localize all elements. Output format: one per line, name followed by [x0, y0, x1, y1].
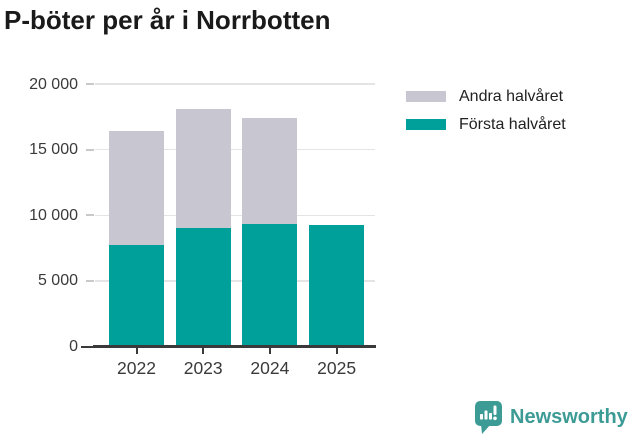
- bar-f-rsta-halv-ret-2025: [309, 224, 365, 347]
- newsworthy-logo: Newsworthy: [472, 399, 628, 436]
- legend: Andra halvåret Första halvåret: [406, 87, 566, 143]
- x-axis-label: 2023: [183, 357, 223, 378]
- y-axis-label: 20 000: [29, 75, 78, 93]
- x-axis-label: 2025: [317, 357, 357, 378]
- x-axis-tick: [268, 347, 271, 354]
- legend-label: Andra halvåret: [459, 87, 564, 105]
- newsworthy-wordmark: Newsworthy: [510, 406, 628, 428]
- newsworthy-icon: [475, 401, 502, 434]
- y-axis-tick: [86, 214, 94, 217]
- y-axis-label: 15 000: [29, 141, 78, 159]
- y-axis-tick: [86, 279, 94, 282]
- y-axis-label: 5 000: [37, 272, 78, 290]
- y-axis-tick: [86, 148, 94, 151]
- chart-title: P-böter per år i Norrbotten: [4, 5, 331, 35]
- legend-label: Första halvåret: [459, 115, 566, 133]
- gridline-10000: [95, 214, 375, 216]
- legend-swatch: [406, 91, 446, 102]
- bar-f-rsta-halv-ret-2024: [242, 224, 298, 347]
- x-axis-line: [93, 345, 376, 348]
- bar-andra-halv-ret-2023: [175, 109, 231, 229]
- y-axis-label: 0: [69, 338, 78, 355]
- x-axis-tick: [202, 347, 205, 354]
- x-axis-tick: [135, 347, 138, 354]
- x-axis-label: 2022: [117, 357, 156, 378]
- gridline-20000: [95, 83, 375, 85]
- legend-swatch: [406, 119, 446, 130]
- bar-andra-halv-ret-2022: [109, 130, 164, 245]
- y-axis-tick: [86, 83, 94, 85]
- gridline-15000: [95, 148, 375, 151]
- legend-item: Första halvåret: [406, 115, 566, 134]
- y-axis-tick: [81, 345, 93, 348]
- x-axis-tick: [335, 347, 338, 354]
- gridline-5000: [95, 280, 375, 282]
- legend-item: Andra halvåret: [406, 87, 566, 106]
- y-axis-label: 10 000: [29, 206, 78, 224]
- x-axis-label: 2024: [250, 357, 290, 378]
- bar-f-rsta-halv-ret-2022: [109, 244, 164, 347]
- bar-andra-halv-ret-2024: [242, 118, 298, 225]
- bar-f-rsta-halv-ret-2023: [175, 228, 231, 347]
